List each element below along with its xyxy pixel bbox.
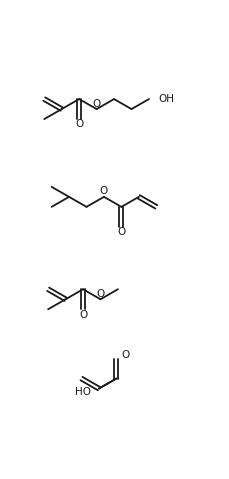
Text: O: O xyxy=(96,289,104,299)
Text: O: O xyxy=(79,309,87,319)
Text: O: O xyxy=(92,99,100,109)
Text: O: O xyxy=(75,119,83,129)
Text: HO: HO xyxy=(75,387,91,397)
Text: OH: OH xyxy=(158,94,174,104)
Text: O: O xyxy=(99,186,108,196)
Text: O: O xyxy=(117,227,125,237)
Text: O: O xyxy=(121,350,129,360)
